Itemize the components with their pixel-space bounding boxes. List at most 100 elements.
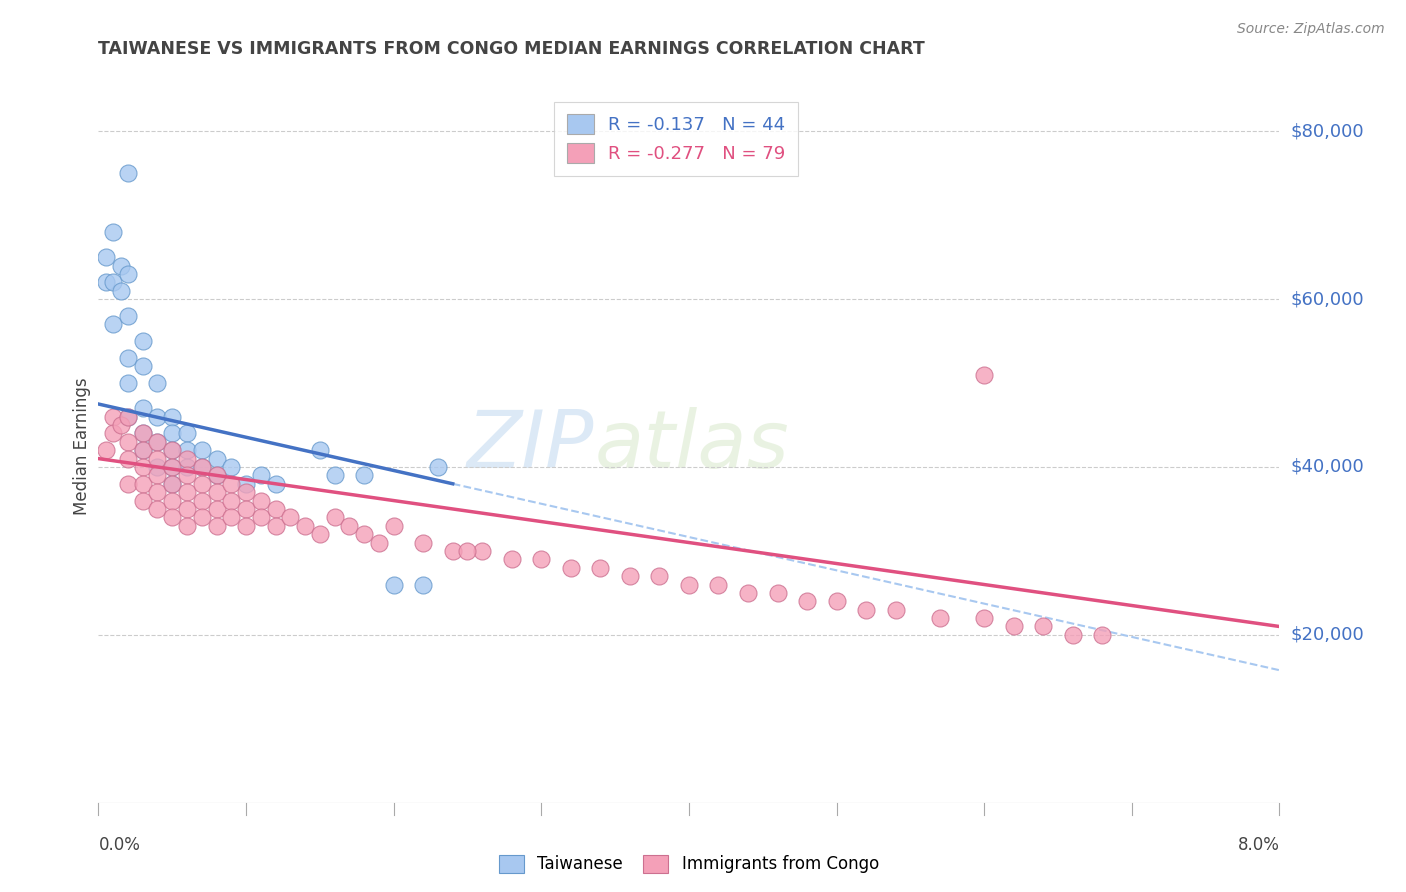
Point [235,476,257,491]
Text: atlas: atlas [595,407,789,485]
Point [191,460,214,475]
Point [235,518,257,533]
Point [94,443,117,458]
Point [219,476,242,491]
Point [264,518,287,533]
Point [219,493,242,508]
Point [560,560,582,574]
Point [117,309,139,323]
Point [110,417,132,432]
Point [110,259,132,273]
Point [162,426,183,441]
Point [94,250,117,264]
Point [132,460,155,475]
Point [205,518,228,533]
Point [441,544,464,558]
Point [146,451,169,466]
Point [117,434,139,449]
Point [146,434,169,449]
Point [264,502,287,516]
Text: $20,000: $20,000 [1291,626,1364,644]
Point [103,225,124,239]
Point [825,594,848,608]
Point [146,485,169,500]
Text: Source: ZipAtlas.com: Source: ZipAtlas.com [1237,22,1385,37]
Point [176,468,198,483]
Legend: Taiwanese, Immigrants from Congo: Taiwanese, Immigrants from Congo [492,848,886,880]
Point [132,426,155,441]
Point [205,468,228,483]
Point [162,476,183,491]
Point [132,493,155,508]
Point [471,544,494,558]
Point [530,552,553,566]
Point [205,451,228,466]
Point [250,468,273,483]
Point [323,510,346,524]
Point [162,476,183,491]
Point [426,460,449,475]
Point [146,468,169,483]
Point [353,527,375,541]
Point [619,569,641,583]
Point [1062,628,1084,642]
Point [176,451,198,466]
Point [191,510,214,524]
Point [103,409,124,424]
Point [501,552,523,566]
Point [162,460,183,475]
Point [132,401,155,416]
Point [146,502,169,516]
Point [117,451,139,466]
Point [250,493,273,508]
Point [205,502,228,516]
Text: 0.0%: 0.0% [98,837,141,855]
Point [308,443,332,458]
Point [176,518,198,533]
Point [191,476,214,491]
Point [589,560,612,574]
Point [117,376,139,390]
Point [1032,619,1054,633]
Point [855,603,877,617]
Point [132,426,155,441]
Point [973,368,995,382]
Point [94,275,117,289]
Point [205,468,228,483]
Point [1002,619,1025,633]
Point [176,443,198,458]
Point [884,603,907,617]
Point [353,468,375,483]
Point [117,409,139,424]
Point [176,460,198,475]
Point [132,443,155,458]
Point [367,535,389,549]
Point [110,284,132,298]
Point [235,485,257,500]
Text: TAIWANESE VS IMMIGRANTS FROM CONGO MEDIAN EARNINGS CORRELATION CHART: TAIWANESE VS IMMIGRANTS FROM CONGO MEDIA… [98,40,925,58]
Point [928,611,950,625]
Point [117,351,139,365]
Point [146,376,169,390]
Point [308,527,332,541]
Point [707,577,730,591]
Point [737,586,759,600]
Text: 8.0%: 8.0% [1237,837,1279,855]
Point [162,443,183,458]
Point [191,493,214,508]
Text: $60,000: $60,000 [1291,290,1364,308]
Point [766,586,789,600]
Point [162,510,183,524]
Point [412,577,434,591]
Point [382,518,405,533]
Point [132,334,155,348]
Point [162,460,183,475]
Point [973,611,995,625]
Point [132,359,155,374]
Point [146,434,169,449]
Point [796,594,818,608]
Point [382,577,405,591]
Point [219,460,242,475]
Point [456,544,478,558]
Point [250,510,273,524]
